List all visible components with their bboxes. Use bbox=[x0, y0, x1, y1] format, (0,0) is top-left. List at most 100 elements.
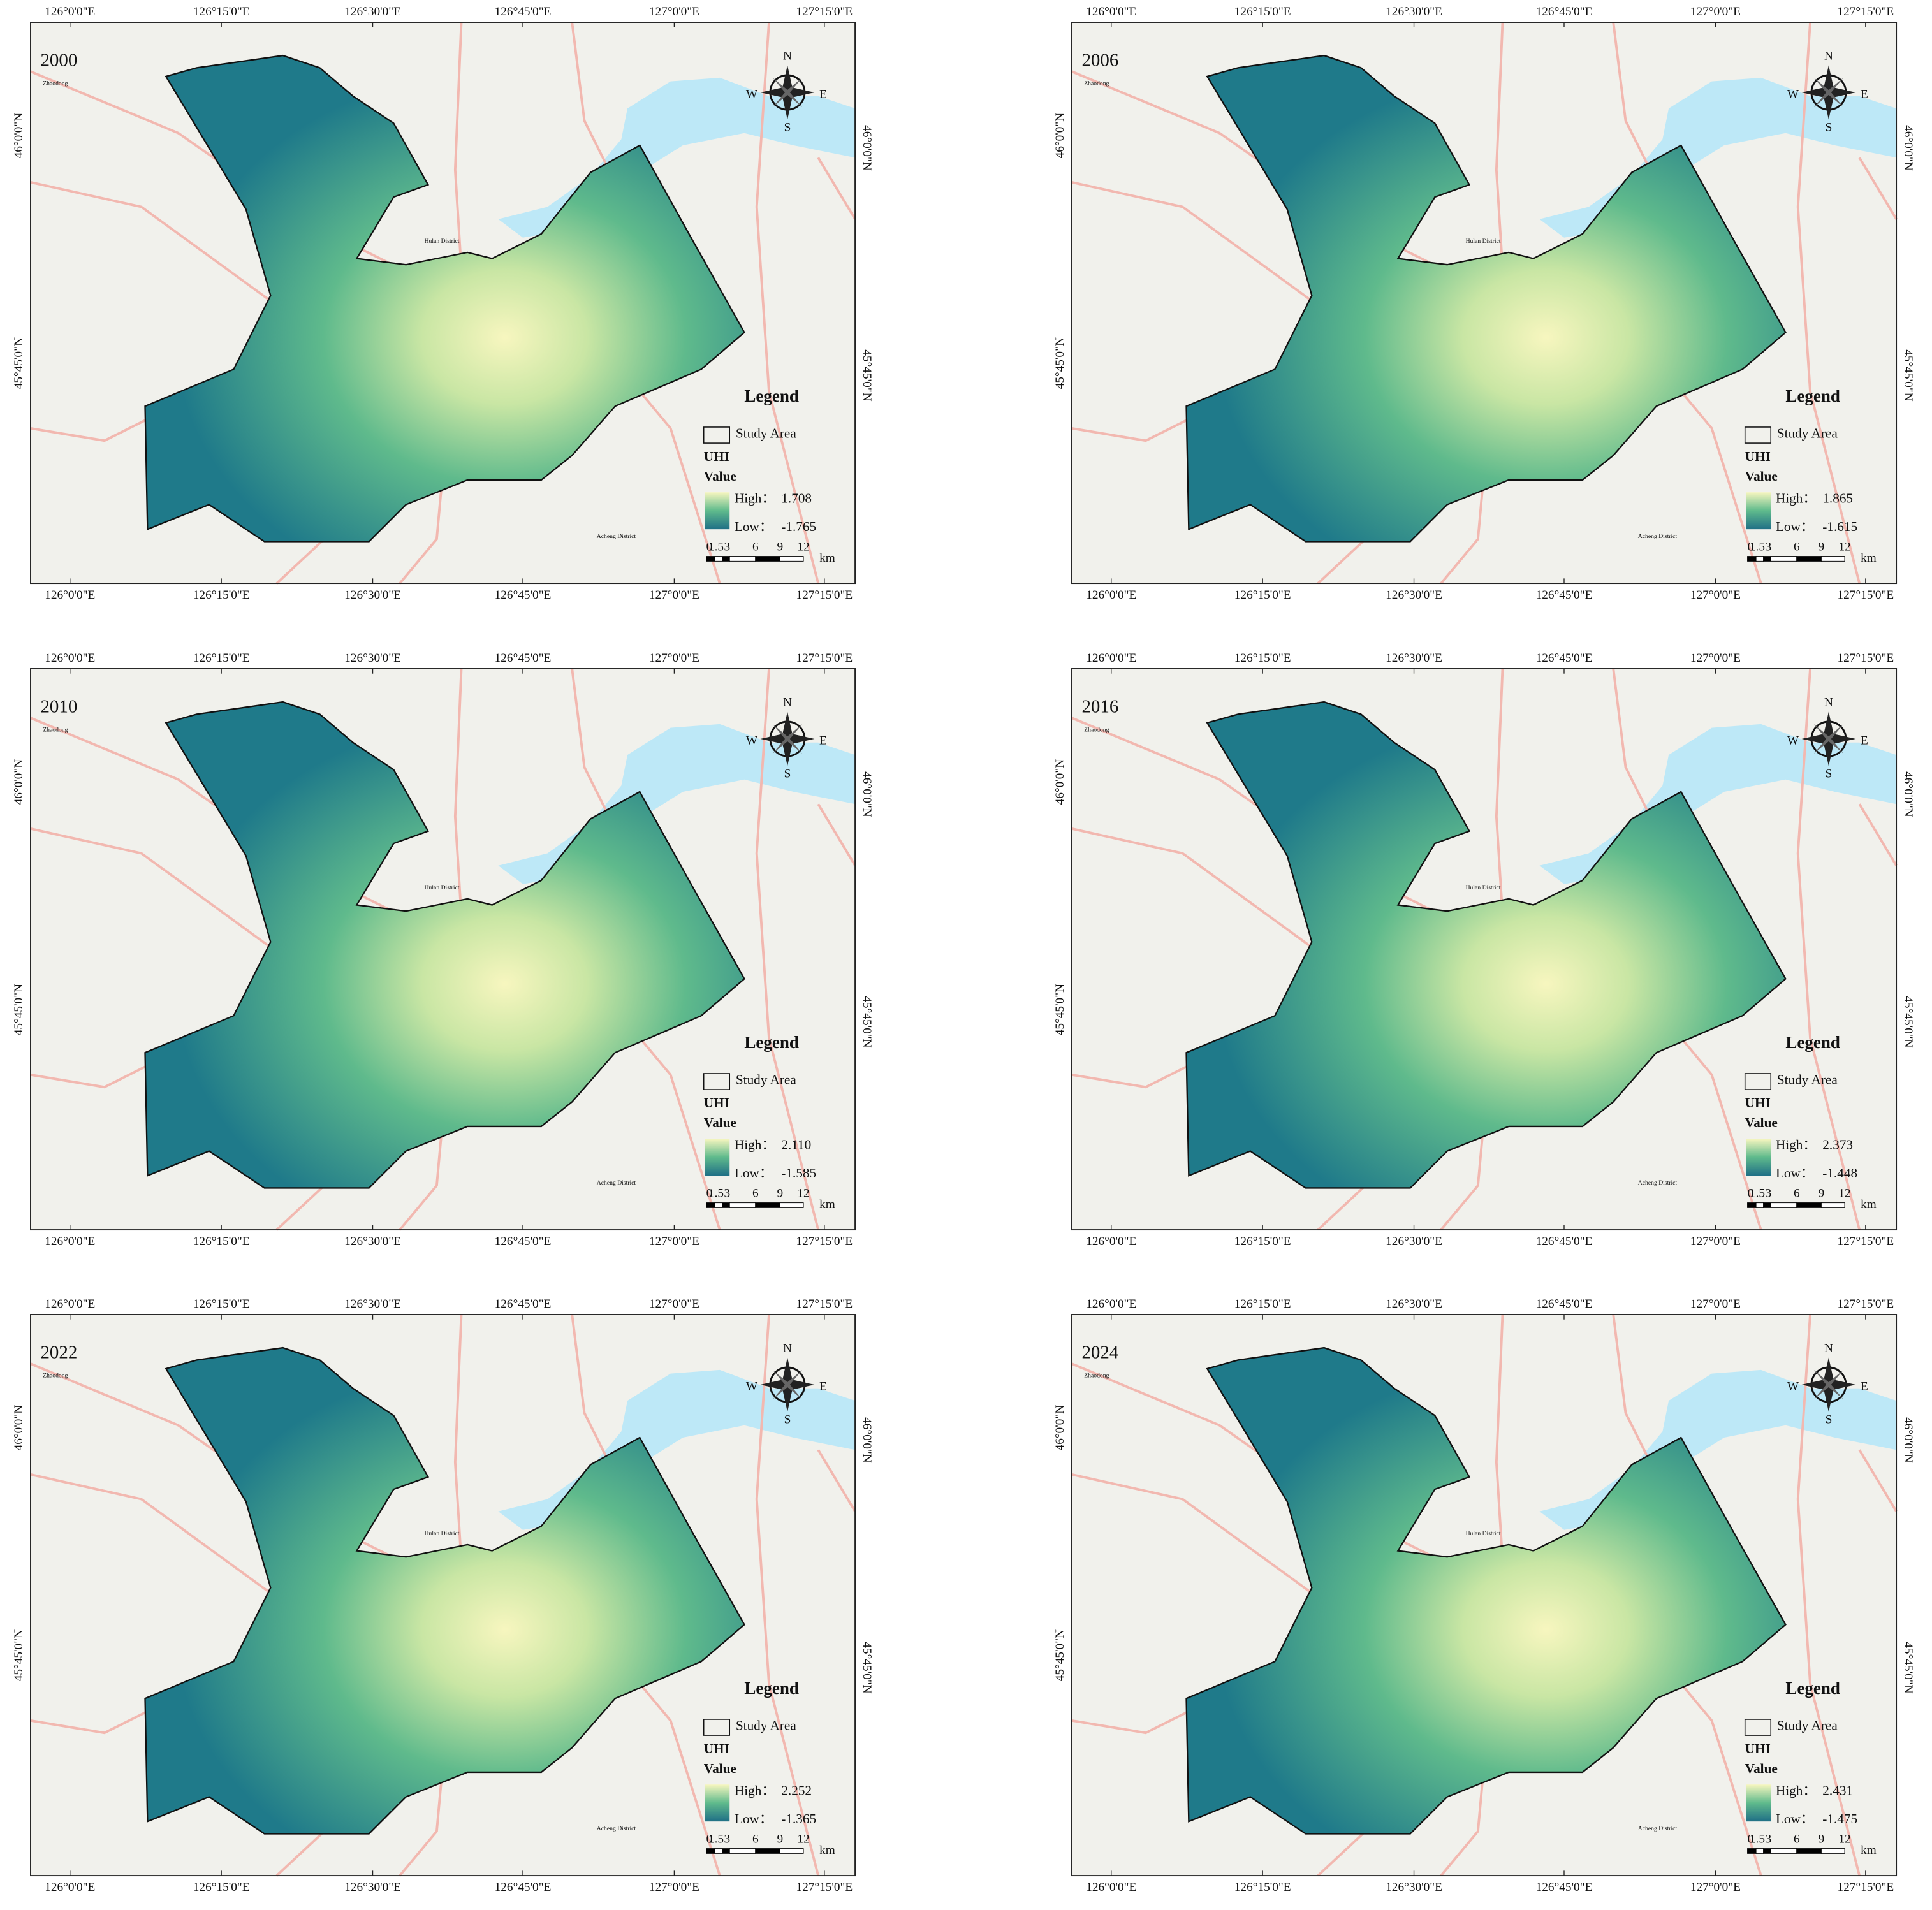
road bbox=[571, 1314, 610, 1463]
latitude-label: 46°0'0"N bbox=[860, 1417, 874, 1463]
longitude-label: 127°15'0"E bbox=[1837, 652, 1894, 665]
latitude-label: 46°0'0"N bbox=[860, 771, 874, 817]
longitude-label: 127°15'0"E bbox=[796, 588, 853, 602]
place-label: Acheng District bbox=[597, 1179, 636, 1186]
longitude-label: 126°45'0"E bbox=[1536, 588, 1593, 602]
latitude-label: 45°45'0"N bbox=[12, 1629, 26, 1681]
scale-label: 9 bbox=[1819, 1833, 1825, 1846]
scale-label: 1.5 bbox=[708, 541, 724, 554]
legend-low-label: Low： bbox=[1776, 519, 1814, 534]
scale-bar bbox=[1820, 1202, 1845, 1208]
place-label: Hulan District bbox=[1466, 238, 1501, 245]
road bbox=[30, 1473, 278, 1599]
scale-label: 9 bbox=[777, 1187, 784, 1200]
legend-layer: UHI bbox=[704, 1095, 729, 1111]
compass-e: E bbox=[1861, 1380, 1868, 1393]
latitude-label: 46°0'0"N bbox=[1901, 771, 1915, 817]
latitude-label: 46°0'0"N bbox=[12, 759, 26, 805]
scale-bar bbox=[1763, 556, 1771, 562]
legend-low-label: Low： bbox=[735, 1165, 773, 1181]
legend-low-value: -1.365 bbox=[781, 1811, 816, 1826]
legend-title: Legend bbox=[1785, 1679, 1840, 1698]
scale-label: 12 bbox=[797, 1187, 809, 1200]
scale-label: 0 bbox=[1748, 541, 1754, 554]
longitude-label: 127°0'0"E bbox=[649, 588, 699, 602]
legend-study-area: Study Area bbox=[1777, 1072, 1838, 1087]
latitude-label: 45°45'0"N bbox=[1053, 1629, 1067, 1681]
compass-star bbox=[1813, 1369, 1844, 1400]
legend-low-value: -1.475 bbox=[1822, 1811, 1857, 1826]
latitude-label: 45°45'0"N bbox=[1901, 996, 1915, 1047]
scale-bar bbox=[1796, 1848, 1822, 1854]
longitude-label: 126°15'0"E bbox=[1234, 588, 1291, 602]
compass-star bbox=[772, 1369, 803, 1400]
map-panel: Zhaodong Hulan District Acheng District 200… bbox=[1053, 5, 1915, 602]
study-area bbox=[1185, 54, 1787, 543]
latitude-label: 45°45'0"N bbox=[1901, 349, 1915, 401]
longitude-label: 127°15'0"E bbox=[796, 1881, 853, 1894]
longitude-label: 126°15'0"E bbox=[193, 588, 250, 602]
legend-ramp bbox=[705, 1139, 730, 1176]
map-frame bbox=[1071, 668, 1898, 1231]
compass-n: N bbox=[1824, 696, 1833, 709]
scale-label: 6 bbox=[752, 1833, 759, 1846]
scale-bar bbox=[722, 1848, 730, 1854]
longitude-label: 127°0'0"E bbox=[1690, 1297, 1741, 1311]
longitude-label: 126°30'0"E bbox=[344, 1235, 401, 1248]
scale-label: 6 bbox=[1794, 1833, 1800, 1846]
longitude-label: 126°45'0"E bbox=[1536, 652, 1593, 665]
scale-bar bbox=[722, 556, 730, 562]
road bbox=[755, 668, 820, 1230]
road bbox=[1612, 668, 1651, 817]
legend-field: Value bbox=[1745, 469, 1778, 484]
scale-bar bbox=[1770, 556, 1797, 562]
compass-e: E bbox=[819, 734, 827, 747]
longitude-label: 126°30'0"E bbox=[1386, 1881, 1442, 1894]
longitude-label: 126°15'0"E bbox=[193, 5, 250, 18]
road bbox=[755, 1314, 820, 1876]
longitude-label: 126°15'0"E bbox=[193, 1235, 250, 1248]
legend-layer: UHI bbox=[1745, 1095, 1771, 1111]
scale-label: 12 bbox=[797, 541, 809, 554]
scale-unit: km bbox=[1861, 1844, 1877, 1857]
longitude-label: 127°0'0"E bbox=[1690, 652, 1741, 665]
latitude-label: 46°0'0"N bbox=[1053, 759, 1067, 805]
longitude-label: 126°45'0"E bbox=[495, 1235, 552, 1248]
scale-label: 3 bbox=[724, 541, 731, 554]
place-label: Hulan District bbox=[1466, 1530, 1501, 1537]
scale-label: 12 bbox=[1838, 1833, 1850, 1846]
legend-ramp bbox=[1746, 1139, 1771, 1176]
scale-bar bbox=[706, 1848, 715, 1854]
study-area bbox=[144, 701, 745, 1189]
legend-low-label: Low： bbox=[735, 519, 773, 534]
place-label: Zhaodong bbox=[43, 727, 68, 734]
longitude-label: 127°0'0"E bbox=[649, 1297, 699, 1311]
longitude-label: 126°0'0"E bbox=[1086, 1881, 1136, 1894]
longitude-label: 127°0'0"E bbox=[1690, 1235, 1741, 1248]
legend-high-label: High： bbox=[735, 1783, 775, 1798]
place-label: Acheng District bbox=[1638, 1825, 1678, 1832]
scale-label: 1.5 bbox=[1750, 1833, 1765, 1846]
latitude-label: 45°45'0"N bbox=[1053, 337, 1067, 389]
longitude-label: 126°15'0"E bbox=[1234, 1235, 1291, 1248]
compass-n: N bbox=[1824, 1341, 1833, 1355]
compass-w: W bbox=[1787, 87, 1799, 101]
road bbox=[30, 1707, 154, 1735]
compass-s: S bbox=[1826, 1413, 1833, 1426]
longitude-label: 127°15'0"E bbox=[1837, 588, 1894, 602]
compass-s: S bbox=[784, 1413, 791, 1426]
scale-label: 0 bbox=[1748, 1187, 1754, 1200]
map-panel: Zhaodong Hulan District Acheng District 202… bbox=[12, 1297, 874, 1894]
scale-bar bbox=[1747, 556, 1757, 562]
latitude-label: 45°45'0"N bbox=[860, 1642, 874, 1693]
longitude-label: 126°30'0"E bbox=[1386, 652, 1442, 665]
longitude-label: 126°30'0"E bbox=[344, 652, 401, 665]
legend-box bbox=[1744, 1719, 1772, 1736]
road bbox=[1858, 1449, 1898, 1512]
longitude-label: 126°0'0"E bbox=[45, 588, 95, 602]
legend-high-label: High： bbox=[1776, 1137, 1817, 1153]
legend-field: Value bbox=[1745, 1761, 1778, 1776]
scale-bar bbox=[1770, 1848, 1797, 1854]
legend-title: Legend bbox=[744, 1033, 799, 1052]
road bbox=[30, 414, 154, 442]
